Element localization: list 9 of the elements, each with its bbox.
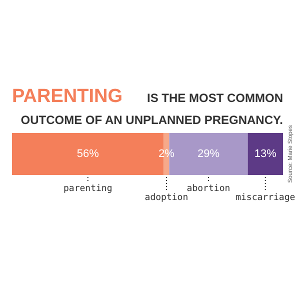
- chart-title: PARENTING IS THE MOST COMMON OUTCOME OF AN UNPLANNED PREGNANCY.: [12, 86, 283, 127]
- text: miscarriage: [236, 193, 296, 203]
- data-label: 56%: [76, 148, 100, 160]
- data-label: 13%: [254, 148, 277, 160]
- text: adoption: [144, 193, 188, 203]
- series-label: abortion: [186, 184, 230, 194]
- series-label: parenting: [63, 184, 112, 194]
- data-label: 29%: [197, 148, 220, 160]
- bar: [248, 133, 283, 175]
